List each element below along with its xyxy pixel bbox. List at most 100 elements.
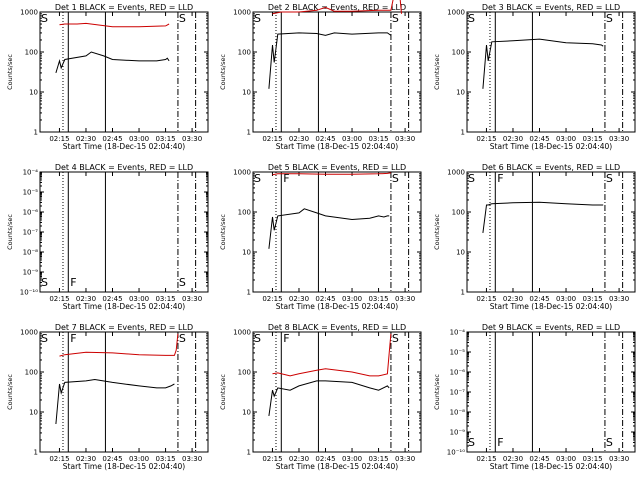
x-tick-label: 03:15 bbox=[582, 455, 602, 463]
x-axis-label: Start Time (18-Dec-15 02:04:40) bbox=[63, 142, 185, 151]
marker-s-right: S bbox=[392, 172, 399, 185]
x-tick-label: 02:45 bbox=[529, 295, 549, 303]
y-tick-label: 10⁻⁷ bbox=[450, 389, 466, 397]
y-tick-label: 100 bbox=[452, 49, 465, 57]
x-tick-label: 03:30 bbox=[182, 295, 202, 303]
x-tick-label: 02:45 bbox=[102, 295, 122, 303]
series-line-1 bbox=[272, 172, 391, 176]
y-tick-label: 10⁻⁹ bbox=[23, 269, 39, 277]
x-tick-label: 03:00 bbox=[129, 295, 149, 303]
y-tick-label: 10 bbox=[456, 89, 465, 97]
chart-title: Det 1 BLACK = Events, RED = LLD bbox=[55, 3, 193, 12]
x-axis-label: Start Time (18-Dec-15 02:04:40) bbox=[490, 462, 612, 471]
x-tick-label: 03:00 bbox=[556, 135, 576, 143]
y-axis-label: Counts/sec bbox=[6, 374, 14, 410]
plot-frame bbox=[39, 171, 209, 293]
x-axis-label: Start Time (18-Dec-15 02:04:40) bbox=[63, 462, 185, 471]
marker-s-left: S bbox=[41, 332, 48, 345]
y-axis-label: Counts/sec bbox=[433, 214, 441, 250]
series-line-2 bbox=[268, 380, 390, 416]
x-tick-label: 03:00 bbox=[342, 135, 362, 143]
y-tick-label: 1000 bbox=[20, 329, 38, 337]
y-tick-label: 10 bbox=[29, 89, 38, 97]
marker-f: F bbox=[497, 436, 503, 449]
chart-2: Det 2 BLACK = Events, RED = LLD 1 10 100 100… bbox=[219, 0, 422, 151]
y-tick-label: 10 bbox=[242, 89, 251, 97]
y-tick-label: 1000 bbox=[447, 9, 465, 17]
x-tick-label: 02:45 bbox=[529, 455, 549, 463]
y-tick-label: 100 bbox=[238, 369, 251, 377]
y-tick-label: 10⁻⁵ bbox=[450, 349, 466, 357]
y-tick-label: 10⁻⁷ bbox=[23, 229, 39, 237]
x-tick-label: 02:45 bbox=[315, 295, 335, 303]
plot-frame bbox=[466, 171, 636, 293]
marker-s-right: S bbox=[179, 332, 186, 345]
marker-s-left: S bbox=[468, 172, 475, 185]
marker-f: F bbox=[70, 276, 76, 289]
series-line-1 bbox=[59, 333, 179, 357]
x-tick-label: 03:15 bbox=[368, 135, 388, 143]
x-tick-label: 03:15 bbox=[368, 295, 388, 303]
plot-frame bbox=[466, 11, 636, 133]
y-tick-label: 1 bbox=[34, 449, 38, 457]
plot-frame bbox=[252, 171, 422, 293]
y-axis-label: Counts/sec bbox=[6, 54, 14, 90]
x-tick-label: 03:30 bbox=[395, 455, 415, 463]
x-tick-label: 02:30 bbox=[76, 455, 96, 463]
x-axis-label: Start Time (18-Dec-15 02:04:40) bbox=[490, 302, 612, 311]
x-tick-label: 03:15 bbox=[582, 295, 602, 303]
x-axis-label: Start Time (18-Dec-15 02:04:40) bbox=[276, 462, 398, 471]
x-tick-label: 03:00 bbox=[342, 295, 362, 303]
series-line-2 bbox=[268, 208, 390, 249]
y-axis-label: Counts/sec bbox=[6, 214, 14, 250]
chart-1: Det 1 BLACK = Events, RED = LLD 1 10 100 100… bbox=[6, 3, 209, 151]
x-tick-label: 02:45 bbox=[315, 135, 335, 143]
y-tick-label: 10 bbox=[242, 249, 251, 257]
y-axis-label: Counts/sec bbox=[219, 54, 227, 90]
y-tick-label: 100 bbox=[238, 49, 251, 57]
x-tick-label: 02:30 bbox=[289, 295, 309, 303]
chart-title: Det 8 BLACK = Events, RED = LLD bbox=[268, 323, 406, 332]
y-tick-label: 10⁻¹⁰ bbox=[20, 289, 38, 297]
x-axis-label: Start Time (18-Dec-15 02:04:40) bbox=[490, 142, 612, 151]
chart-6: Det 6 BLACK = Events, RED = LLD 1 10 100 100… bbox=[433, 163, 636, 311]
series-line-1 bbox=[272, 333, 392, 377]
x-tick-label: 03:30 bbox=[182, 135, 202, 143]
plot-frame bbox=[466, 331, 636, 453]
chart-3: Det 3 BLACK = Events, RED = LLD 1 10 100 100… bbox=[433, 3, 636, 151]
x-tick-label: 02:15 bbox=[476, 295, 496, 303]
marker-s-right: S bbox=[606, 436, 613, 449]
series-line-1 bbox=[59, 22, 170, 28]
marker-s-right: S bbox=[179, 276, 186, 289]
y-tick-label: 10⁻⁹ bbox=[450, 429, 466, 437]
series-line-2 bbox=[268, 32, 392, 89]
x-tick-label: 02:30 bbox=[76, 295, 96, 303]
y-tick-label: 1000 bbox=[233, 9, 251, 17]
y-tick-label: 10⁻⁸ bbox=[23, 249, 39, 257]
y-tick-label: 100 bbox=[452, 209, 465, 217]
chart-7: Det 7 BLACK = Events, RED = LLD 1 10 100 100… bbox=[6, 323, 209, 471]
y-tick-label: 10 bbox=[29, 409, 38, 417]
marker-s-left: S bbox=[468, 436, 475, 449]
marker-s-left: S bbox=[254, 172, 261, 185]
chart-9: Det 9 BLACK = Events, RED = LLD 10⁻¹⁰ 10⁻⁹… bbox=[433, 323, 636, 471]
x-tick-label: 03:30 bbox=[182, 455, 202, 463]
y-tick-label: 10 bbox=[456, 249, 465, 257]
series-line-1 bbox=[482, 38, 604, 89]
x-tick-label: 03:30 bbox=[395, 135, 415, 143]
marker-s-left: S bbox=[254, 332, 261, 345]
x-tick-label: 02:15 bbox=[262, 295, 282, 303]
marker-s-right: S bbox=[392, 12, 399, 25]
marker-s-right: S bbox=[179, 12, 186, 25]
x-tick-label: 03:15 bbox=[155, 135, 175, 143]
x-tick-label: 03:15 bbox=[155, 455, 175, 463]
x-tick-label: 03:00 bbox=[129, 455, 149, 463]
y-tick-label: 10⁻⁶ bbox=[23, 209, 39, 217]
chart-title: Det 7 BLACK = Events, RED = LLD bbox=[55, 323, 193, 332]
series-line-1 bbox=[482, 201, 604, 233]
series-line-1 bbox=[272, 0, 402, 15]
x-tick-label: 02:15 bbox=[49, 135, 69, 143]
y-tick-label: 10⁻⁶ bbox=[450, 369, 466, 377]
y-axis-label: Counts/sec bbox=[433, 54, 441, 90]
marker-f: F bbox=[70, 332, 76, 345]
